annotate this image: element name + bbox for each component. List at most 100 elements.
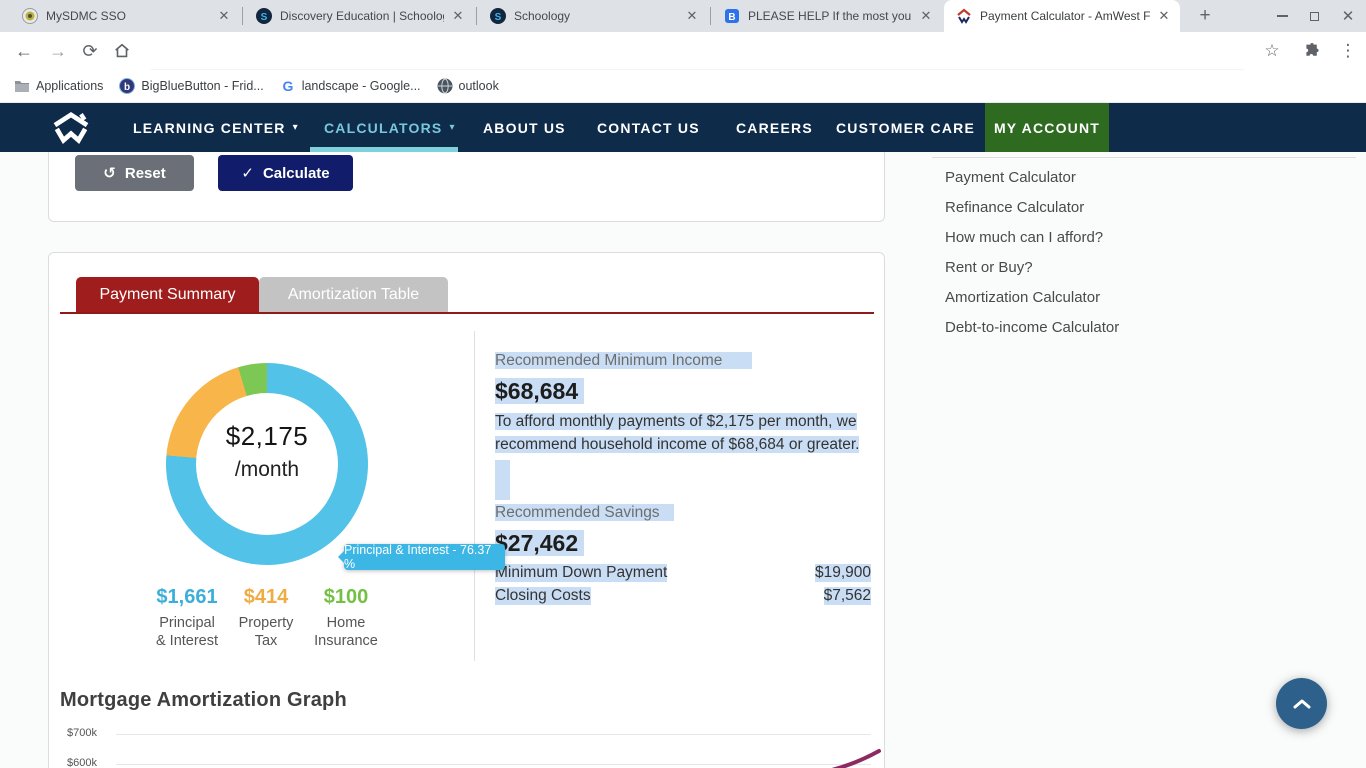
nav-careers[interactable]: CAREERS (736, 119, 813, 136)
amwest-logo-icon[interactable] (48, 111, 94, 145)
browser-tab-payment-calculator[interactable]: Payment Calculator - AmWest F ✕ (944, 0, 1180, 32)
chevron-down-icon: ▾ (292, 122, 299, 133)
mysdmc-favicon-icon (22, 8, 38, 24)
window-close-button[interactable]: ✕ (1334, 6, 1362, 26)
amortization-curve (831, 749, 881, 768)
tab-close-icon[interactable]: ✕ (920, 8, 932, 23)
bigbluebutton-icon: b (119, 78, 136, 94)
bookmark-applications[interactable]: Applications (14, 79, 103, 93)
amwest-favicon-icon (957, 8, 971, 24)
svg-text:S: S (495, 12, 502, 23)
bookmark-landscape-google[interactable]: G landscape - Google... (280, 78, 420, 94)
bookmark-bigbluebutton[interactable]: b BigBlueButton - Frid... (119, 78, 264, 94)
chevron-up-icon (1293, 699, 1310, 708)
refresh-icon[interactable]: ⟳ (82, 40, 98, 62)
tab-separator (242, 7, 243, 25)
gridline-600k (116, 764, 871, 765)
tab-separator (710, 7, 711, 25)
schoology-favicon-icon: S (490, 8, 506, 24)
svg-text:G: G (282, 78, 293, 94)
window-restore-button[interactable] (1300, 6, 1328, 26)
ytick-700k: $700k (67, 727, 97, 739)
new-tab-button[interactable]: + (1199, 5, 1211, 26)
nav-learning-center[interactable]: LEARNING CENTER ▾ (133, 119, 299, 136)
minimize-icon (1276, 15, 1288, 17)
income-note-line1: To afford monthly payments of $2,175 per… (495, 413, 857, 430)
browser-address-bar: ← → ⟳ amwestfunding.com/Payment-Calculat… (0, 32, 1366, 97)
check-icon: ✓ (241, 164, 254, 182)
browser-tab-discovery[interactable]: S Discovery Education | Schoolog ✕ (244, 0, 474, 32)
tab-title: Payment Calculator - AmWest F (980, 9, 1150, 23)
nav-my-account[interactable]: MY ACCOUNT (985, 103, 1109, 152)
tab-close-icon[interactable]: ✕ (686, 8, 698, 23)
browser-menu-icon[interactable]: ⋮ (1339, 41, 1357, 61)
ytick-600k: $600k (67, 757, 97, 768)
sidebar-link-debt-to-income[interactable]: Debt-to-income Calculator (945, 319, 1120, 336)
recommended-savings-heading: Recommended Savings (495, 504, 674, 522)
tab-amortization-table[interactable]: Amortization Table (259, 277, 448, 312)
sidebar-link-payment-calculator[interactable]: Payment Calculator (945, 169, 1076, 186)
sidebar-link-rent-or-buy[interactable]: Rent or Buy? (945, 259, 1033, 276)
scroll-to-top-button[interactable] (1276, 678, 1327, 729)
extensions-puzzle-icon[interactable] (1300, 39, 1324, 63)
tab-close-icon[interactable]: ✕ (218, 8, 230, 23)
tab-payment-summary[interactable]: Payment Summary (76, 277, 259, 312)
tab-title: PLEASE HELP If the most you c (748, 9, 912, 23)
donut-center-label: $2,175 /month (225, 421, 309, 481)
sidebar-link-amortization-calculator[interactable]: Amortization Calculator (945, 289, 1101, 306)
page-content: ↺ Reset ✓ Calculate Payment Calculator Ref… (0, 152, 1366, 768)
nav-customer-care[interactable]: CUSTOMER CARE (836, 119, 976, 136)
schoology-favicon-icon: S (256, 8, 272, 24)
nav-calculators[interactable]: CALCULATORS ▾ (324, 119, 456, 136)
donut-tooltip: Principal & Interest - 76.37 % (338, 543, 505, 571)
browser-tab-strip: MySDMC SSO ✕ S Discovery Education | Sch… (0, 0, 1366, 32)
recommended-income-heading: Recommended Minimum Income (495, 352, 753, 370)
brainly-favicon-icon: B (725, 9, 739, 23)
svg-text:S: S (261, 12, 268, 23)
nav-about-us[interactable]: ABOUT US (483, 119, 566, 136)
calculate-button[interactable]: ✓ Calculate (218, 155, 353, 191)
tab-close-icon[interactable]: ✕ (1158, 8, 1170, 23)
browser-tab-schoology[interactable]: S Schoology ✕ (478, 0, 708, 32)
home-icon[interactable] (110, 39, 134, 63)
folder-icon (15, 81, 29, 92)
breakdown-principal-interest: $1,661 Principal & Interest (155, 586, 219, 649)
browser-tab-brainly[interactable]: B PLEASE HELP If the most you c ✕ (712, 0, 942, 32)
breakdown-property-tax: $414 Property Tax (238, 586, 294, 649)
gridline-700k (116, 734, 871, 735)
selection-empty-lines (495, 460, 510, 500)
payment-donut-chart[interactable] (166, 363, 368, 565)
row-minimum-down-payment: Minimum Down Payment $19,900 (495, 564, 871, 582)
site-navigation-bar: LEARNING CENTER ▾ CALCULATORS ▾ ABOUT US C… (0, 103, 1366, 152)
recommended-income-amount: $68,684 (495, 378, 585, 405)
reset-icon: ↺ (103, 164, 116, 182)
bookmark-outlook[interactable]: outlook (437, 78, 499, 94)
svg-text:B: B (728, 12, 735, 23)
svg-text:b: b (124, 82, 130, 93)
row-closing-costs: Closing Costs $7,562 (495, 587, 871, 605)
globe-icon (437, 78, 453, 94)
tab-title: Discovery Education | Schoolog (280, 9, 444, 23)
google-g-icon: G (282, 78, 293, 94)
chevron-down-icon: ▾ (449, 122, 456, 133)
breakdown-home-insurance: $100 Home Insurance (314, 586, 378, 649)
nav-contact-us[interactable]: CONTACT US (597, 119, 700, 136)
amortization-graph-title: Mortgage Amortization Graph (60, 689, 347, 711)
tab-separator (476, 7, 477, 25)
forward-icon[interactable]: → (49, 40, 67, 61)
sidebar-link-refinance-calculator[interactable]: Refinance Calculator (945, 199, 1085, 216)
tab-title: MySDMC SSO (46, 9, 127, 23)
window-minimize-button[interactable] (1268, 6, 1296, 26)
tab-close-icon[interactable]: ✕ (452, 8, 464, 23)
browser-tab-mysdmc[interactable]: MySDMC SSO ✕ (10, 0, 240, 32)
nav-active-underline (310, 147, 458, 152)
close-icon: ✕ (1341, 8, 1355, 25)
tab-rule (60, 312, 874, 314)
sidebar-link-how-much-afford[interactable]: How much can I afford? (945, 229, 1104, 246)
bookmark-star-icon[interactable]: ☆ (1264, 41, 1280, 60)
restore-icon (1309, 11, 1319, 21)
reset-button[interactable]: ↺ Reset (75, 155, 194, 191)
tab-title: Schoology (514, 9, 571, 23)
vertical-divider (474, 331, 475, 661)
back-icon[interactable]: ← (15, 40, 33, 61)
